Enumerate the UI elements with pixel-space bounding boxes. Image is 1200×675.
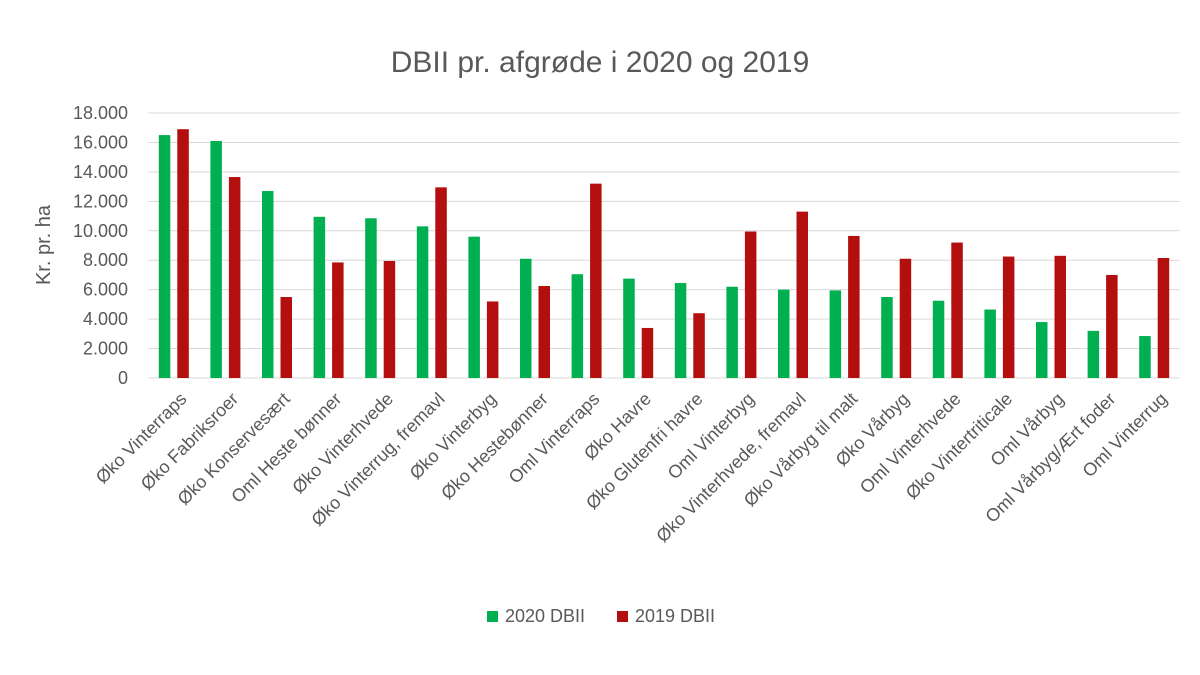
bar-series2 bbox=[797, 212, 809, 378]
bar-series2 bbox=[487, 301, 499, 378]
bar-series1 bbox=[520, 259, 532, 378]
bar-series1 bbox=[210, 141, 222, 378]
bar-series1 bbox=[778, 290, 790, 378]
bar-series2 bbox=[693, 313, 705, 378]
bar-series1 bbox=[881, 297, 893, 378]
bar-series1 bbox=[1139, 336, 1151, 378]
y-tick-label: 4.000 bbox=[83, 309, 128, 329]
bar-series2 bbox=[229, 177, 241, 378]
legend-swatch bbox=[487, 611, 498, 622]
y-axis-label: Kr. pr. ha bbox=[33, 204, 55, 285]
bar-series1 bbox=[314, 217, 326, 378]
bar-series1 bbox=[262, 191, 274, 378]
x-category-label: Øko Vinterraps bbox=[92, 389, 191, 488]
chart-title: DBII pr. afgrøde i 2020 og 2019 bbox=[391, 46, 810, 79]
bar-series1 bbox=[623, 279, 635, 378]
bar-series1 bbox=[984, 310, 996, 378]
bar-series2 bbox=[951, 243, 963, 378]
y-tick-label: 0 bbox=[118, 368, 128, 388]
bar-series1 bbox=[417, 226, 429, 378]
bars bbox=[159, 129, 1169, 378]
bar-series1 bbox=[468, 237, 480, 378]
y-axis-ticks: 0 2.000 4.000 6.000 8.000 10.000 12.000 14.000 1… bbox=[73, 103, 128, 388]
bar-series1 bbox=[365, 218, 377, 378]
y-tick-label: 14.000 bbox=[73, 162, 128, 182]
bar-series2 bbox=[848, 236, 860, 378]
x-category-label: Oml Vinterraps bbox=[505, 389, 604, 488]
bar-series2 bbox=[1106, 275, 1118, 378]
legend-label: 2020 DBII bbox=[505, 606, 585, 626]
bar-series1 bbox=[159, 135, 171, 378]
bar-series2 bbox=[281, 297, 293, 378]
bar-series1 bbox=[1036, 322, 1048, 378]
y-tick-label: 10.000 bbox=[73, 221, 128, 241]
bar-series2 bbox=[332, 262, 344, 378]
y-tick-label: 18.000 bbox=[73, 103, 128, 123]
bar-series1 bbox=[675, 283, 687, 378]
bar-series2 bbox=[177, 129, 189, 378]
legend: 2020 DBII 2019 DBII bbox=[487, 606, 715, 626]
bar-series2 bbox=[590, 184, 602, 378]
y-tick-label: 2.000 bbox=[83, 339, 128, 359]
legend-label: 2019 DBII bbox=[635, 606, 715, 626]
bar-series1 bbox=[933, 301, 945, 378]
bar-series2 bbox=[1003, 257, 1015, 378]
bar-series2 bbox=[435, 187, 447, 378]
bar-series2 bbox=[384, 261, 396, 378]
bar-series2 bbox=[900, 259, 912, 378]
y-tick-label: 16.000 bbox=[73, 132, 128, 152]
bar-series2 bbox=[539, 286, 551, 378]
y-tick-label: 8.000 bbox=[83, 250, 128, 270]
bar-series1 bbox=[1088, 331, 1100, 378]
bar-series1 bbox=[726, 287, 738, 378]
bar-series2 bbox=[642, 328, 654, 378]
bar-series1 bbox=[572, 274, 584, 378]
y-tick-label: 12.000 bbox=[73, 191, 128, 211]
bar-series2 bbox=[1055, 256, 1067, 378]
bar-series2 bbox=[1158, 258, 1170, 378]
gridlines bbox=[148, 113, 1180, 378]
bar-series1 bbox=[830, 290, 842, 378]
legend-swatch bbox=[617, 611, 628, 622]
bar-series2 bbox=[745, 232, 757, 378]
y-tick-label: 6.000 bbox=[83, 280, 128, 300]
